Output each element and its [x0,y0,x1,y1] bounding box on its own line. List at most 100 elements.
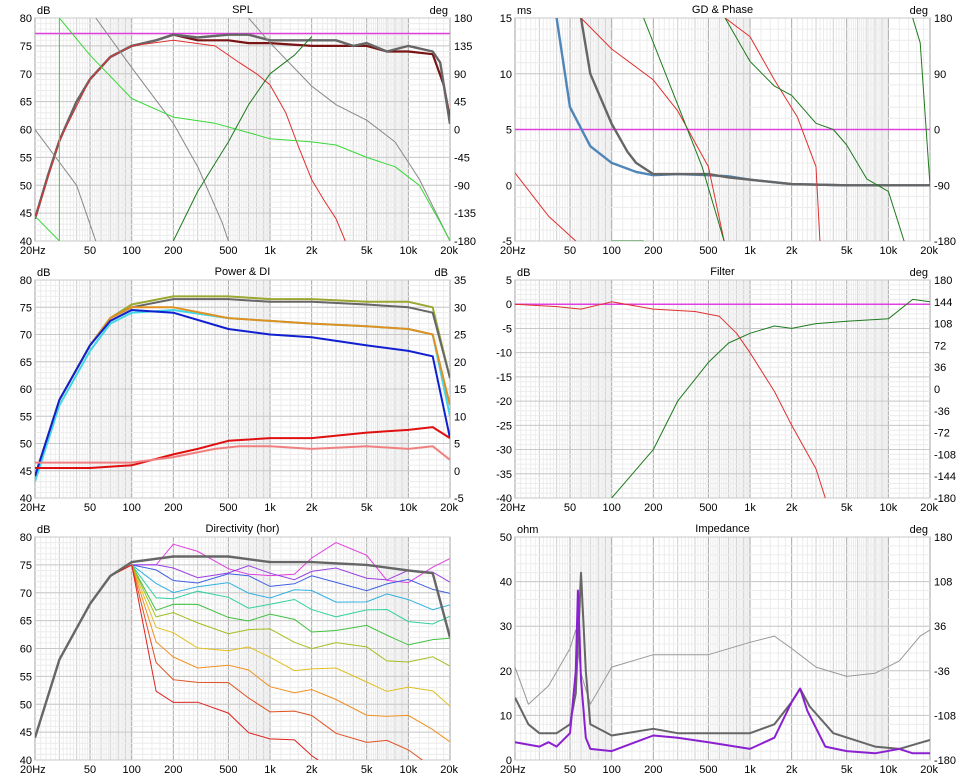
y-tick-label: 60 [20,125,32,137]
x-tick-label: 20k [440,764,458,776]
x-tick-label: 500 [219,245,237,257]
y-tick-label: 50 [20,180,32,192]
y-tick-label: 75 [20,41,32,53]
x-tick-label: 200 [164,764,182,776]
y2-tick-label: -36 [934,666,950,678]
series-line [611,298,930,498]
x-tick-label: 50 [84,245,96,257]
y-tick-label: 80 [20,275,32,287]
y-axis-unit: ms [517,5,532,17]
y-tick-label: -5 [502,236,512,248]
x-tick-label: 500 [699,245,717,257]
y2-tick-label: 180 [934,275,952,287]
y-tick-label: 50 [500,532,512,544]
x-tick-label: 50 [564,245,576,257]
y-tick-label: 45 [20,466,32,478]
y2-tick-label: -135 [454,208,476,220]
x-tick-label: 500 [219,764,237,776]
x-tick-label: 500 [699,764,717,776]
series-line [724,18,905,241]
panel-title: Power & DI [215,266,271,278]
x-tick-label: 50 [84,502,96,514]
x-tick-label: 200 [164,245,182,257]
y-tick-label: 60 [20,384,32,396]
curves [515,298,930,498]
x-tick-label: 2k [306,764,318,776]
y2-tick-label: 180 [454,13,472,25]
series-line [172,36,313,241]
y2-tick-label: 36 [934,621,946,633]
x-tick-label: 20Hz [500,502,526,514]
y2-tick-label: 0 [934,384,940,396]
x-tick-label: 20k [920,245,938,257]
y-tick-label: -35 [496,469,512,481]
x-tick-label: 100 [123,502,141,514]
x-tick-label: 10k [879,764,897,776]
x-tick-label: 5k [841,245,853,257]
y2-tick-label: -144 [934,471,956,483]
y2-tick-label: 0 [934,125,940,137]
y-tick-label: 60 [20,644,32,656]
y2-tick-label: -90 [454,180,470,192]
y-tick-label: 70 [20,588,32,600]
curves [515,18,930,241]
y-axis-unit: dB [37,5,50,17]
y-tick-label: 50 [20,699,32,711]
y-tick-label: -5 [502,323,512,335]
x-tick-label: 5k [841,764,853,776]
y-tick-label: 80 [20,13,32,25]
x-tick-label: 100 [603,502,621,514]
x-tick-label: 2k [306,502,318,514]
y-tick-label: 40 [20,755,32,767]
x-tick-label: 500 [699,502,717,514]
y2-tick-label: 180 [934,532,952,544]
y-tick-label: 55 [20,152,32,164]
series-line [912,18,930,186]
x-tick-label: 10k [399,502,417,514]
series-line [515,301,826,498]
x-tick-label: 5k [841,502,853,514]
y-tick-label: -20 [496,396,512,408]
plot-area [514,279,931,499]
x-tick-label: 20Hz [20,502,46,514]
x-tick-label: 20k [920,764,938,776]
y2-tick-label: 90 [934,69,946,81]
series-line [35,555,450,739]
y-tick-label: 40 [20,236,32,248]
curves [35,18,450,241]
x-tick-label: 1k [264,245,276,257]
x-tick-label: 200 [644,764,662,776]
y-tick-label: -40 [496,493,512,505]
y2-tick-label: -180 [934,236,956,248]
series-line [643,18,725,241]
curves [35,542,450,760]
y-tick-label: 55 [20,411,32,423]
y-tick-label: 45 [20,727,32,739]
series-line [515,172,577,241]
x-tick-label: 100 [603,245,621,257]
series-line [35,309,450,477]
panel-directivity: Directivity (hor) dB 40 45 50 55 60 65 70 75 80 20H… [20,523,459,776]
series-line [579,18,930,187]
x-tick-label: 10k [879,245,897,257]
y-tick-label: 0 [506,180,512,192]
panel-title: Filter [710,266,735,278]
y2-tick-label: 5 [454,439,460,451]
y-tick-label: -25 [496,420,512,432]
y-tick-label: 10 [500,710,512,722]
y2-tick-label: 108 [934,577,952,589]
y-tick-label: 65 [20,357,32,369]
x-tick-label: 2k [786,764,798,776]
y2-tick-label: -45 [454,152,470,164]
y-tick-label: 0 [506,299,512,311]
series-line [35,33,450,220]
y-tick-label: 40 [20,493,32,505]
x-tick-label: 2k [306,245,318,257]
y2-axis-unit: deg [910,5,928,17]
panel-title: GD & Phase [692,4,753,16]
y-tick-label: 5 [506,125,512,137]
y-tick-label: -30 [496,445,512,457]
y2-tick-label: 25 [454,330,466,342]
series-line [58,18,450,241]
